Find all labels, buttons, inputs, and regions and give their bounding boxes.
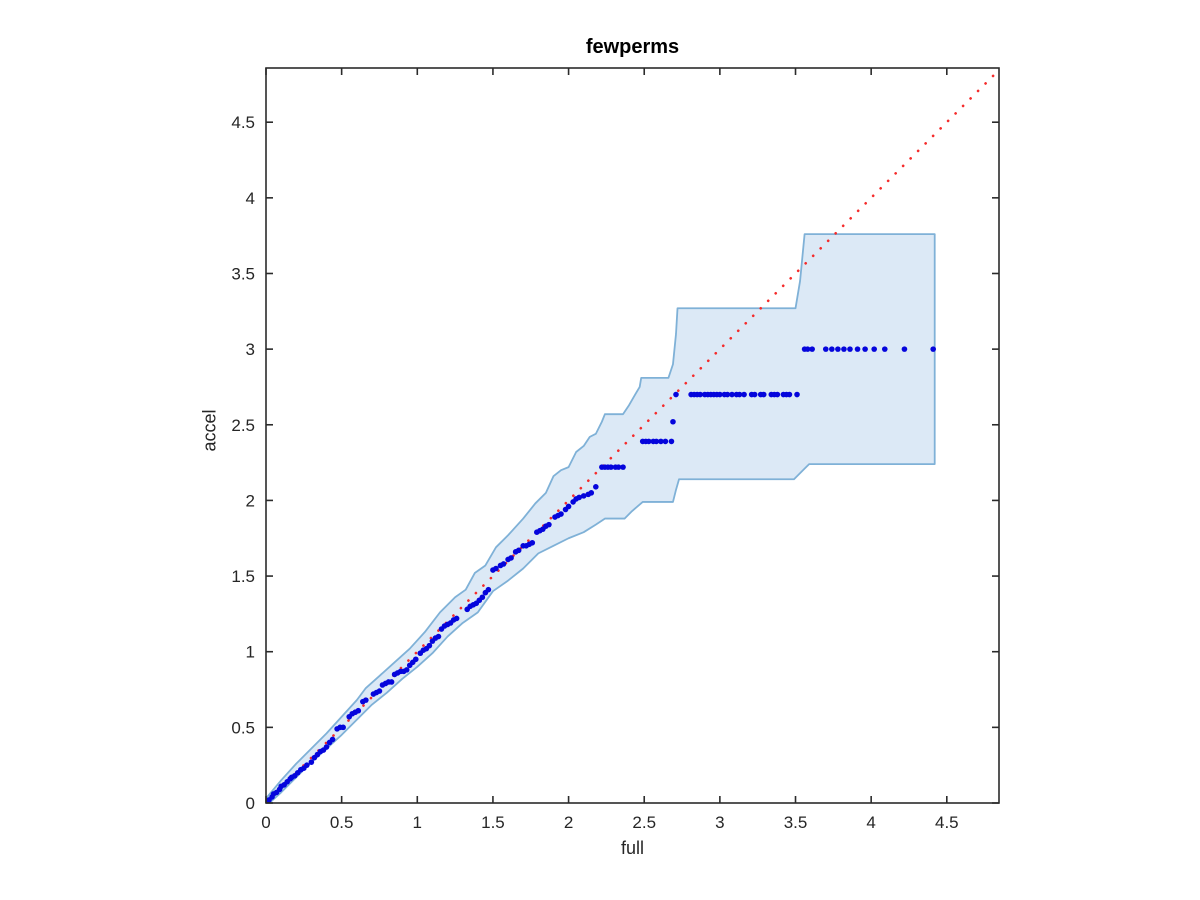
x-tick-label: 3.5 — [784, 813, 808, 832]
y-tick-label: 1 — [246, 643, 255, 662]
scatter-point — [615, 464, 622, 470]
scatter-point — [588, 490, 595, 496]
scatter-point — [323, 744, 330, 750]
scatter-point — [930, 346, 936, 352]
scatter-point — [645, 438, 652, 445]
scatter-point — [854, 346, 861, 352]
scatter-point — [355, 707, 362, 714]
scatter-point — [653, 438, 660, 445]
y-tick-label: 0.5 — [231, 718, 255, 737]
scatter-point — [670, 418, 676, 425]
scatter-point — [608, 464, 614, 470]
x-tick-label: 2 — [564, 813, 573, 832]
scatter-point — [697, 391, 704, 398]
scatter-point — [658, 438, 664, 445]
scatter-point — [841, 346, 847, 352]
scatter-point — [751, 391, 758, 398]
axis-ticks — [265, 68, 999, 804]
scatter-point — [426, 642, 433, 649]
chart-title: fewperms — [585, 36, 680, 58]
scatter-point — [565, 503, 572, 510]
reference-line — [266, 68, 999, 803]
scatter-point — [546, 521, 552, 528]
scatter-point — [741, 391, 747, 398]
y-tick-label: 3 — [246, 340, 255, 359]
scatter-point — [529, 539, 536, 546]
scatter-point — [485, 586, 492, 593]
x-tick-label: 0.5 — [330, 813, 354, 832]
y-axis-label: accel — [199, 409, 220, 452]
x-tick-label: 3 — [715, 813, 724, 832]
y-tick-label: 3.5 — [231, 264, 255, 283]
y-tick-label: 2.5 — [231, 416, 255, 435]
x-tick-label: 1.5 — [481, 813, 505, 832]
scatter-point — [620, 464, 626, 470]
scatter-point — [804, 346, 811, 352]
scatter-point — [717, 391, 723, 398]
confidence-band — [266, 233, 936, 803]
scatter-point — [508, 555, 514, 561]
scatter-point — [376, 688, 383, 694]
scatter-point — [479, 594, 486, 601]
x-tick-label: 0 — [261, 813, 270, 832]
scatter-point — [329, 736, 336, 743]
scatter-point — [363, 697, 369, 703]
scatter-point — [809, 346, 815, 352]
x-tick-label: 2.5 — [632, 813, 656, 832]
scatter-point — [403, 667, 410, 673]
scatter-point — [871, 346, 877, 352]
y-tick-label: 0 — [246, 794, 255, 813]
scatter-point — [388, 679, 395, 685]
scatter-point — [835, 346, 841, 352]
x-tick-label: 1 — [413, 813, 422, 832]
scatter-point — [786, 391, 793, 398]
scatter-point — [901, 346, 908, 352]
scatter-point — [576, 494, 582, 501]
scatter-point — [435, 633, 442, 640]
scatter-point — [673, 391, 679, 398]
scatter-point — [593, 484, 599, 490]
x-tick-label: 4.5 — [935, 813, 959, 832]
scatter-point — [662, 438, 669, 445]
y-tick-label: 4 — [246, 189, 255, 208]
scatter-point — [881, 346, 888, 352]
plot-area — [266, 68, 999, 803]
scatter-point — [308, 759, 315, 765]
x-axis-label: full — [620, 838, 644, 858]
scatter-point — [847, 346, 853, 352]
scatter-points — [266, 346, 936, 803]
axes-box — [265, 67, 1000, 804]
scatter-point — [304, 762, 310, 768]
y-tick-label: 4.5 — [231, 113, 255, 132]
scatter-point — [729, 391, 735, 398]
scatter-point — [724, 391, 731, 398]
tick-labels: 0 0.5 1 1.5 2 2.5 3 3.5 4 4.5 0 0.5 1 1.5 2 2.5 3 3.5 4 4.5 — [231, 113, 958, 832]
scatter-point — [515, 547, 522, 554]
scatter-point — [558, 511, 564, 517]
scatter-point — [412, 656, 419, 663]
scatter-point — [340, 724, 346, 731]
scatter-point — [500, 561, 507, 567]
scatter-point — [794, 391, 800, 398]
scatter-point — [668, 438, 675, 445]
y-tick-label: 1.5 — [231, 567, 255, 586]
scatter-point — [822, 346, 829, 352]
y-tick-label: 2 — [246, 491, 255, 510]
scatter-point — [493, 565, 499, 572]
scatter-point — [829, 346, 835, 352]
scatter-point — [774, 391, 781, 398]
scatter-point — [453, 615, 460, 622]
scatter-point — [580, 493, 587, 499]
scatter-point — [862, 346, 868, 352]
scatter-point — [736, 391, 743, 398]
scatter-point — [760, 391, 767, 398]
x-tick-label: 4 — [866, 813, 875, 832]
